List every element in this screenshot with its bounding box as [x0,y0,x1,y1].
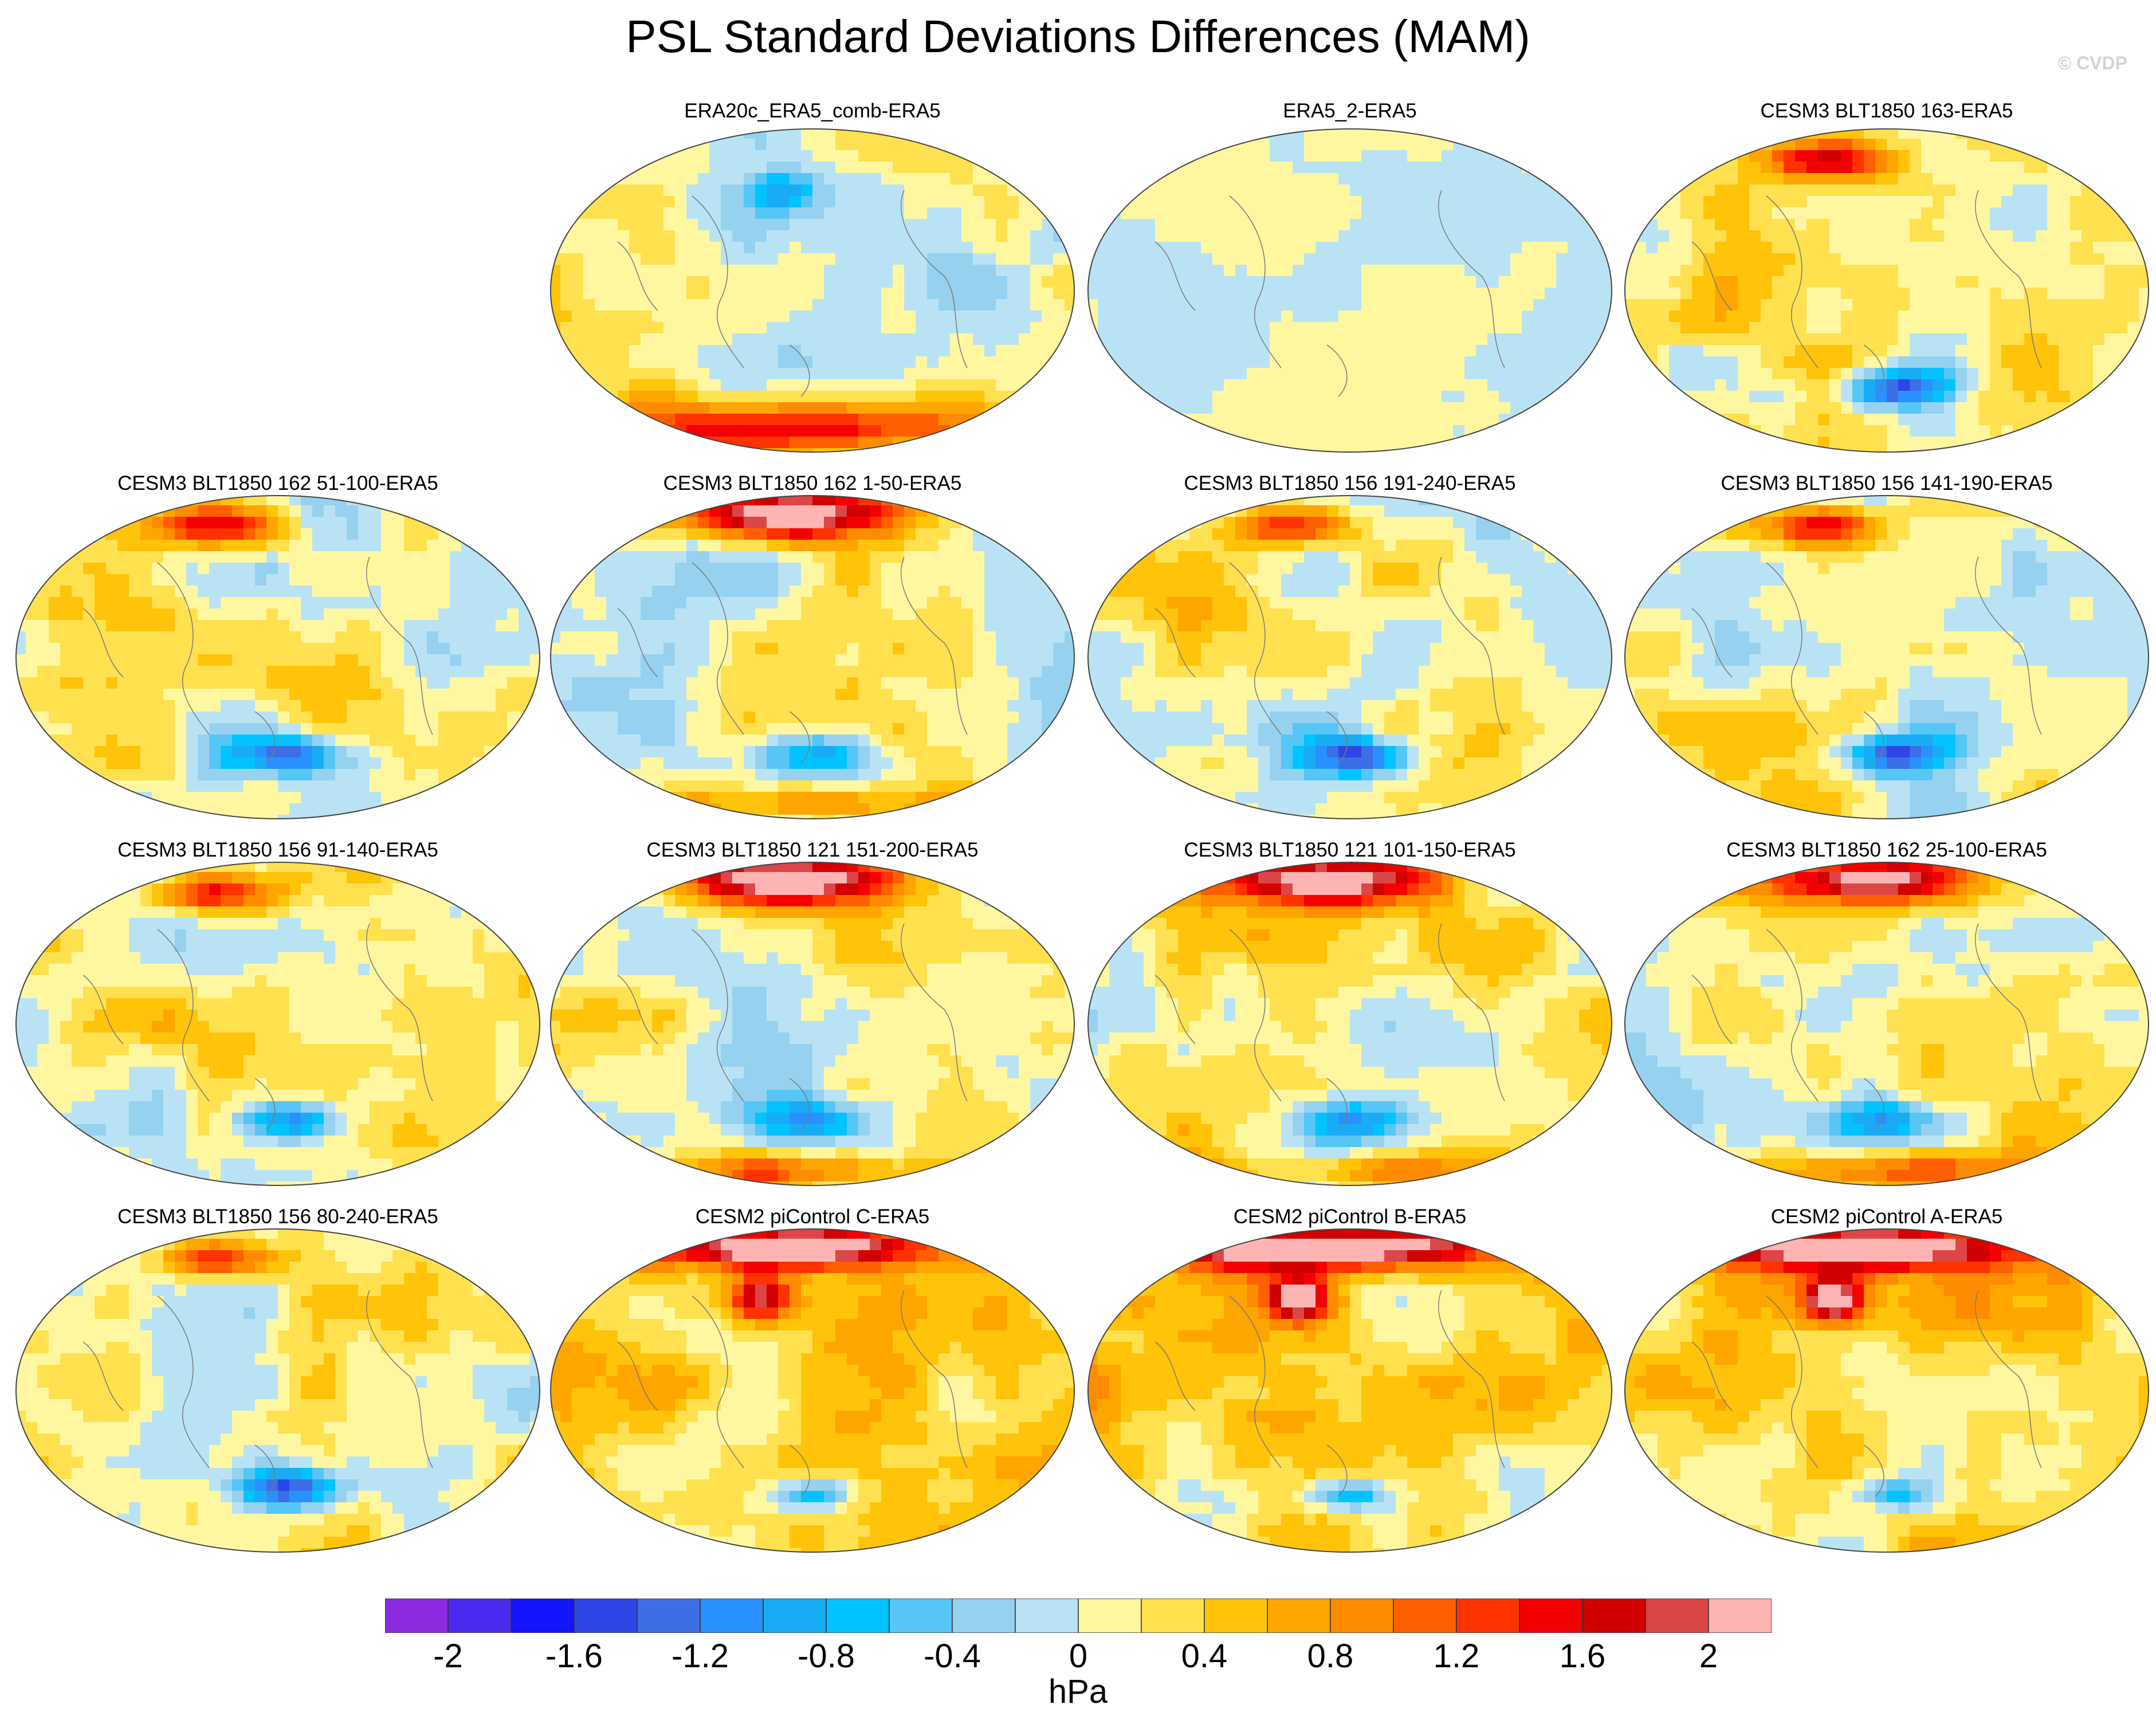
map-border [550,862,1075,1186]
world-map-panel [1624,128,2149,453]
coastline-lines [617,923,968,1130]
coastline-lines [1154,1290,1505,1497]
panel-title: CESM3 BLT1850 121 151-200-ERA5 [543,838,1082,863]
coastline-lines [617,190,968,397]
colorbar-swatch [447,1599,512,1633]
panel-title: CESM3 BLT1850 162 51-100-ERA5 [9,471,547,496]
map-border [15,495,540,819]
map-border [1624,862,2149,1186]
colorbar-swatch [700,1599,764,1633]
colorbar-units: hPa [0,1672,2156,1712]
colorbar-tick-label: 1.2 [1411,1636,1502,1676]
cvdp-credit: © CVDP [2058,53,2127,74]
map-border [550,1228,1075,1553]
world-map-panel [550,128,1075,453]
panel-title: CESM3 BLT1850 156 141-190-ERA5 [1617,471,2156,496]
colorbar-swatch [1078,1599,1142,1633]
coastline-lines [617,556,968,764]
panel-title: CESM3 BLT1850 163-ERA5 [1617,99,2156,124]
colorbar-tick-label: -1.2 [654,1636,746,1676]
coastline-lines [1691,923,2042,1130]
colorbar-tick-label: -2 [402,1636,494,1676]
panel-title: CESM3 BLT1850 156 91-140-ERA5 [9,838,547,863]
map-border [1087,1228,1612,1553]
colorbar [385,1599,1772,1633]
coastline-lines [1691,190,2042,397]
world-map-panel [15,495,540,819]
colorbar-tick-label: 1.6 [1537,1636,1628,1676]
colorbar-swatch [1204,1599,1268,1633]
map-border [1087,495,1612,819]
panel-title: ERA5_2-ERA5 [1081,99,1619,124]
colorbar-swatch [1456,1599,1520,1633]
world-map-panel [1087,128,1612,453]
map-border [1087,128,1612,453]
colorbar-swatch [1645,1599,1709,1633]
world-map-panel [550,495,1075,819]
panel-title: CESM3 BLT1850 162 25-100-ERA5 [1617,838,2156,863]
coastline-lines [83,923,433,1130]
map-border [1624,495,2149,819]
map-border [15,1228,540,1553]
coastline-lines [83,1290,433,1497]
world-map-panel [550,862,1075,1186]
world-map-panel [15,862,540,1186]
map-border [550,495,1075,819]
colorbar-tick-label: 0.4 [1158,1636,1250,1676]
panel-title: CESM3 BLT1850 156 80-240-ERA5 [9,1204,547,1230]
map-border [550,128,1075,453]
colorbar-swatch [1015,1599,1079,1633]
panel-title: CESM2 piControl B-ERA5 [1081,1204,1619,1230]
panel-title: CESM3 BLT1850 121 101-150-ERA5 [1081,838,1619,863]
panel-title: ERA20c_ERA5_comb-ERA5 [543,99,1082,124]
colorbar-tick-label: 2 [1663,1636,1754,1676]
colorbar-swatch [889,1599,953,1633]
colorbar-swatch [1267,1599,1331,1633]
world-map-panel [15,1228,540,1553]
map-border [15,862,540,1186]
coastline-lines [1154,556,1505,764]
world-map-panel [1087,1228,1612,1553]
colorbar-swatch [637,1599,701,1633]
colorbar-swatch [1582,1599,1646,1633]
colorbar-swatch [763,1599,827,1633]
colorbar-swatch [1141,1599,1205,1633]
colorbar-swatch [574,1599,638,1633]
world-map-panel [1087,495,1612,819]
colorbar-swatch [826,1599,890,1633]
coastline-lines [83,556,433,764]
colorbar-tick-label: -1.6 [528,1636,620,1676]
colorbar-swatch [510,1599,575,1633]
world-map-panel [1624,495,2149,819]
colorbar-swatch [1708,1599,1772,1633]
coastline-lines [617,1290,968,1497]
panel-title: CESM3 BLT1850 162 1-50-ERA5 [543,471,1082,496]
colorbar-swatch [952,1599,1016,1633]
map-border [1624,1228,2149,1553]
panel-title: CESM2 piControl A-ERA5 [1617,1204,2156,1230]
world-map-panel [1087,862,1612,1186]
coastline-lines [1154,923,1505,1130]
colorbar-tick-label: -0.8 [780,1636,872,1676]
world-map-panel [1624,1228,2149,1553]
panel-title: CESM2 piControl C-ERA5 [543,1204,1082,1230]
coastline-lines [1691,1290,2042,1497]
figure-title: PSL Standard Deviations Differences (MAM… [0,8,2156,65]
colorbar-swatch [1330,1599,1394,1633]
world-map-panel [1624,862,2149,1186]
colorbar-swatch [1519,1599,1583,1633]
colorbar-swatch [385,1599,449,1633]
panel-title: CESM3 BLT1850 156 191-240-ERA5 [1081,471,1619,496]
colorbar-tick-label: -0.4 [906,1636,998,1676]
map-border [1624,128,2149,453]
coastline-lines [1154,190,1505,397]
map-border [1087,862,1612,1186]
colorbar-tick-label: 0 [1032,1636,1124,1676]
colorbar-tick-label: 0.8 [1285,1636,1376,1676]
colorbar-swatch [1393,1599,1457,1633]
world-map-panel [550,1228,1075,1553]
anomaly-field [1088,1229,1612,1552]
coastline-lines [1691,556,2042,764]
